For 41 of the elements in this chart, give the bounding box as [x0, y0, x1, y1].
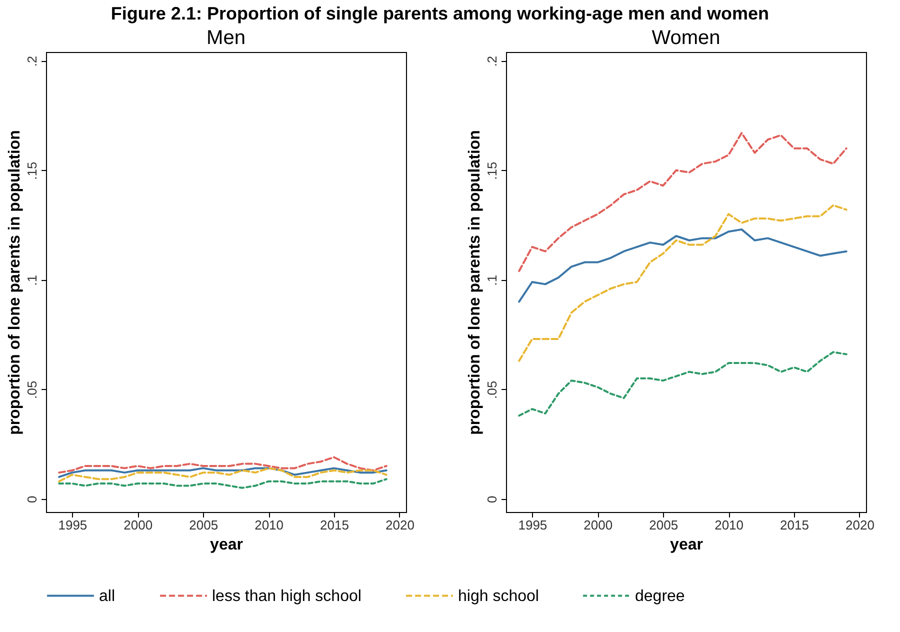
y-axis-title: proportion of lone parents in population	[466, 130, 484, 435]
x-tick-label: 1995	[518, 518, 548, 532]
legend-label: less than high school	[212, 588, 362, 605]
x-tick-label: 2015	[780, 518, 809, 532]
x-tick-label: 2010	[254, 518, 284, 532]
x-axis-title: year	[670, 536, 703, 554]
chart-title: Women	[652, 27, 720, 49]
y-tick-label: .2	[484, 56, 500, 67]
x-tick-label: 2020	[845, 518, 874, 532]
y-axis-title: proportion of lone parents in population	[6, 130, 24, 435]
chart-title: Men	[206, 27, 246, 49]
x-tick-label: 2015	[320, 518, 349, 532]
y-tick-label: .15	[24, 162, 40, 180]
y-tick-label: .1	[24, 274, 40, 286]
legend-label: all	[99, 588, 116, 605]
line-series	[518, 228, 848, 303]
x-tick-label: 2010	[714, 518, 744, 532]
x-tick-label: 2005	[649, 518, 678, 532]
x-tick-label: 2020	[385, 518, 414, 532]
y-tick-label: .05	[484, 380, 500, 399]
line-series	[518, 204, 848, 362]
line-series	[58, 467, 388, 478]
line-series	[58, 478, 388, 489]
x-tick-label: 2000	[124, 518, 153, 532]
line-series	[518, 132, 848, 272]
y-tick-label: .1	[484, 274, 500, 286]
x-axis-title: year	[210, 536, 243, 554]
y-tick-label: .2	[24, 56, 40, 67]
x-tick-label: 2005	[189, 518, 218, 532]
legend-label: degree	[635, 588, 685, 605]
x-tick-label: 1995	[58, 518, 88, 532]
caption: Figure 2.1: Proportion of single parents among working-age men and women	[110, 4, 769, 24]
y-tick-label: 0	[484, 496, 500, 503]
line-series	[518, 351, 848, 417]
x-tick-label: 2000	[584, 518, 613, 532]
line-series	[58, 467, 388, 482]
legend-label: high school	[458, 588, 539, 605]
y-tick-label: .15	[484, 162, 500, 180]
y-tick-label: .05	[24, 380, 40, 399]
y-tick-label: 0	[24, 496, 40, 503]
line-series	[58, 456, 388, 474]
